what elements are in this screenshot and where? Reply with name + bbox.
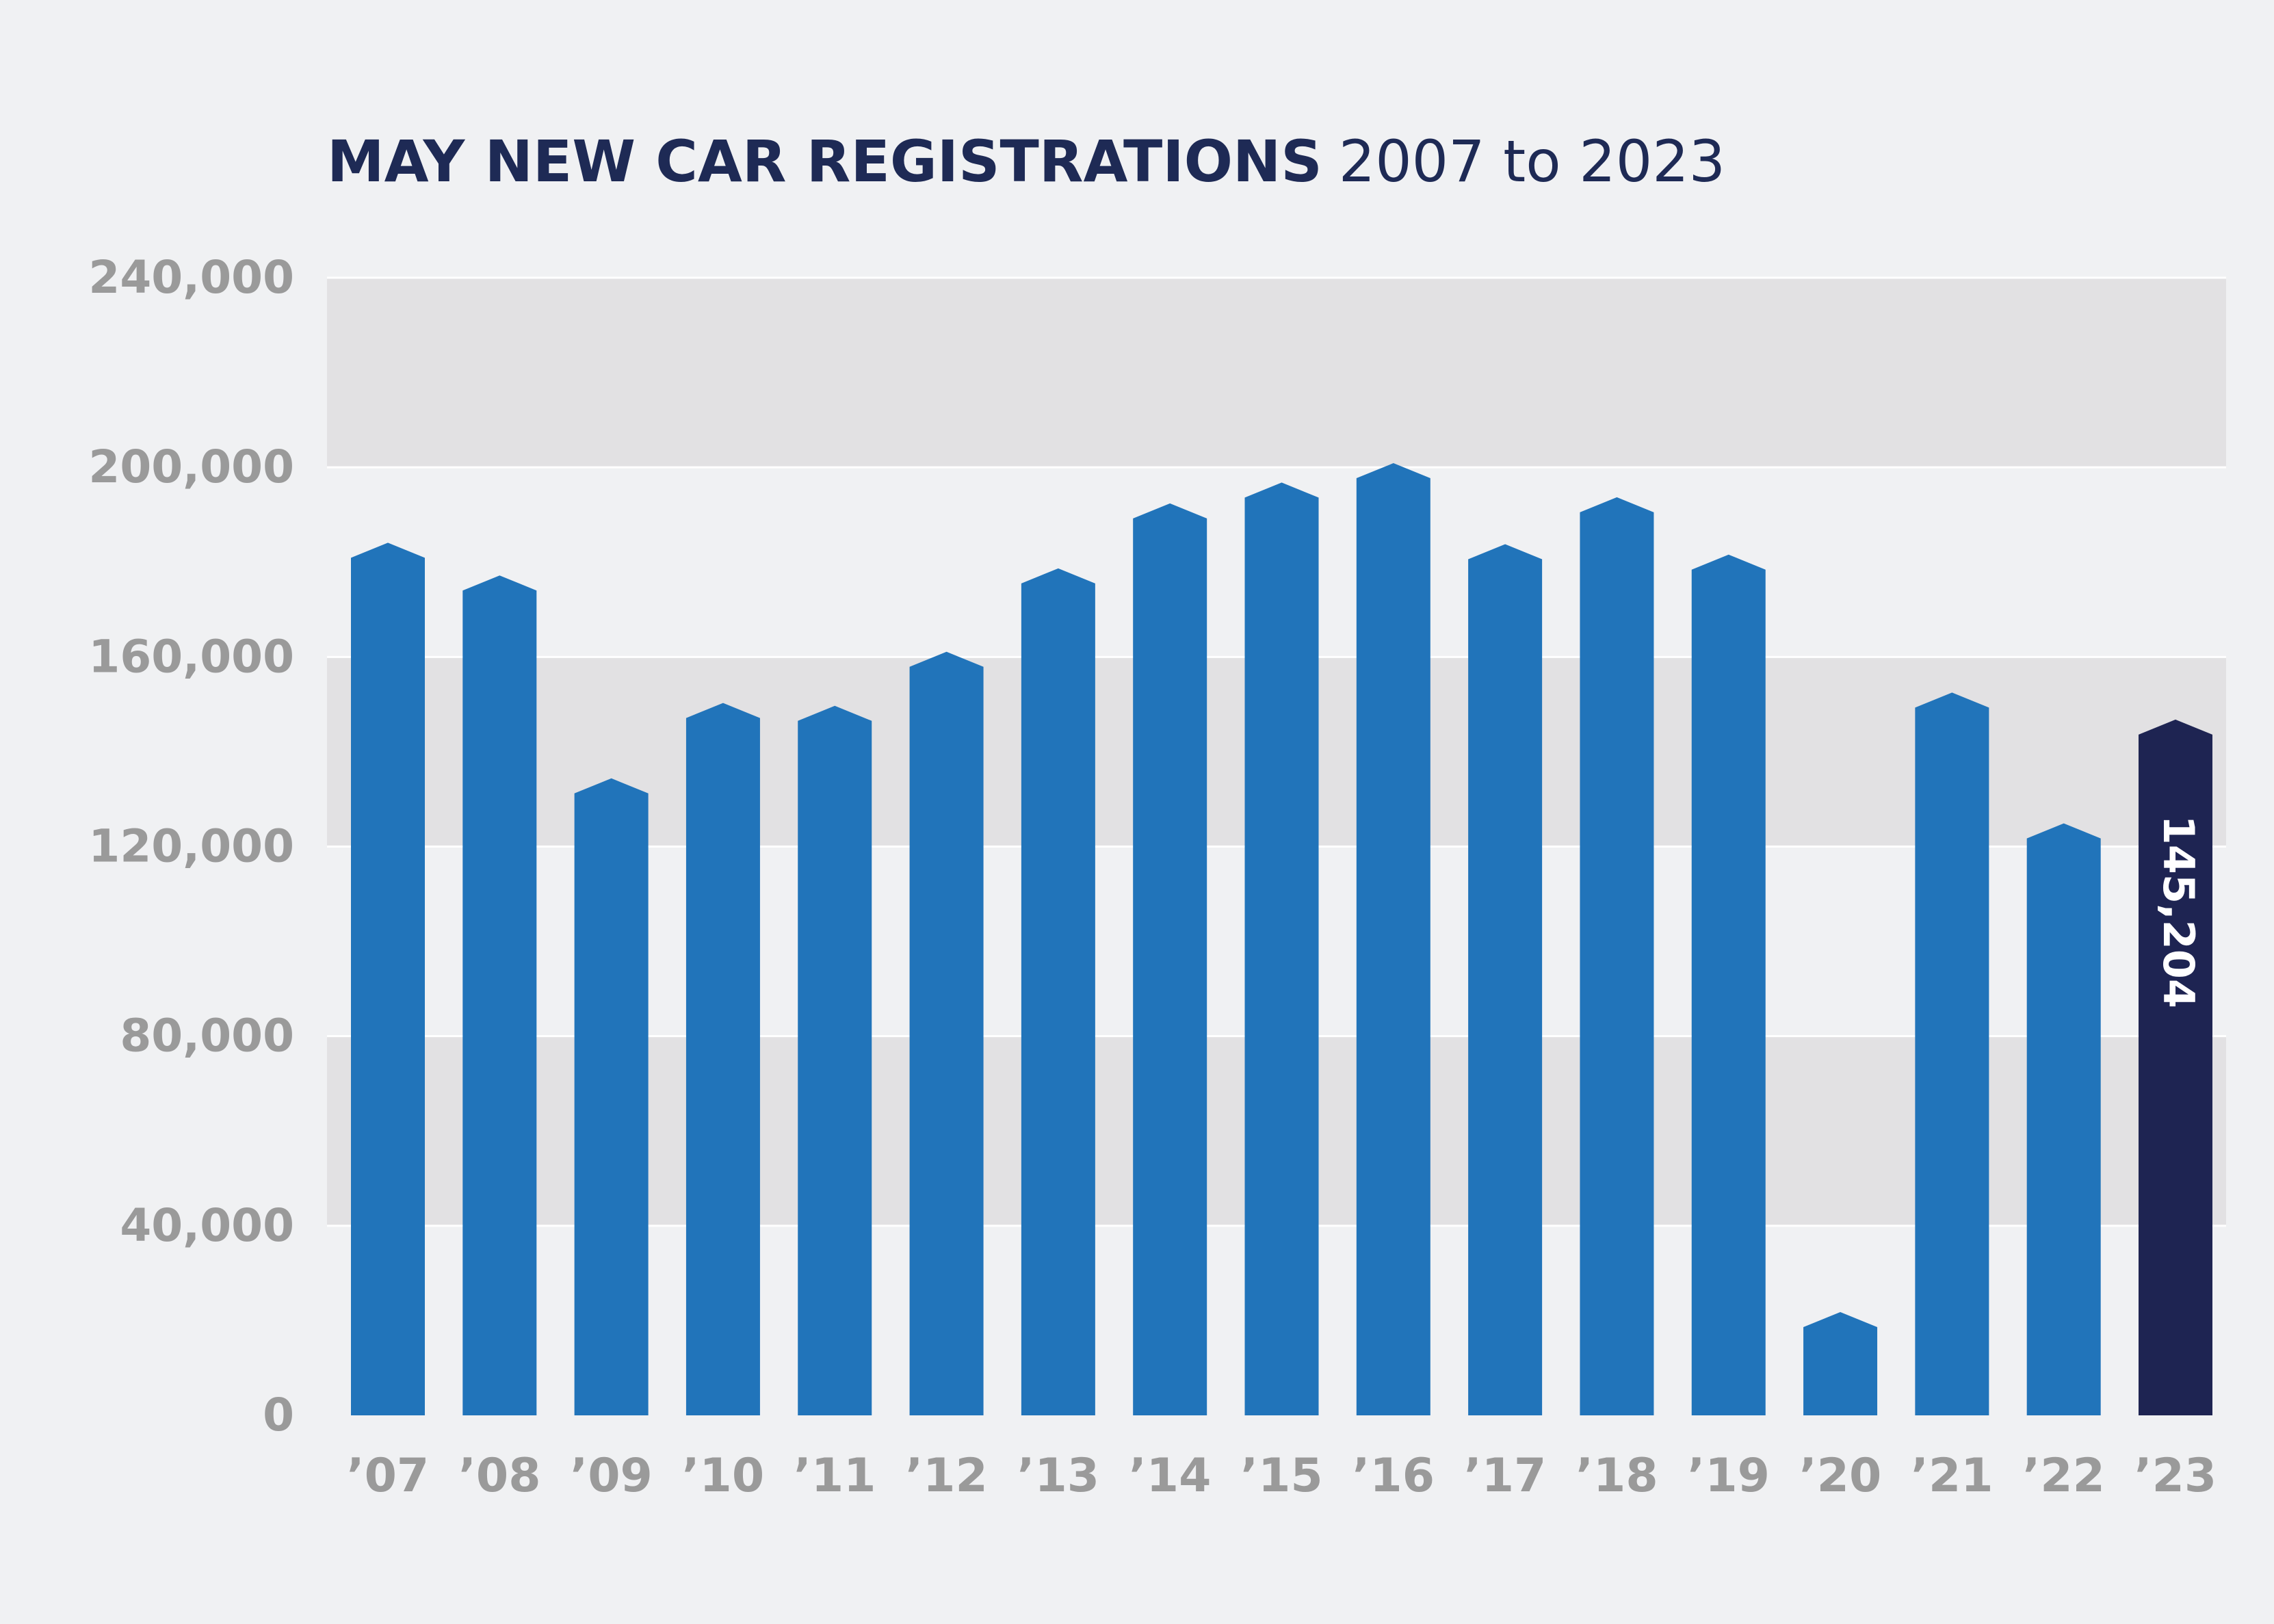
bar [1691,554,1766,1415]
bar [1244,482,1319,1415]
y-tick-label: 160,000 [88,630,294,683]
x-tick-label: ’22 [2022,1449,2104,1503]
x-tick-label: ’21 [1911,1449,1993,1503]
bar [909,651,984,1416]
x-tick-label: ’11 [794,1449,876,1503]
bar [2026,823,2101,1415]
bar [574,778,649,1415]
bar [685,703,760,1415]
x-tick-label: ’08 [458,1449,540,1503]
chart-title-main: MAY NEW CAR REGISTRATIONS [327,128,1322,195]
y-tick-label: 200,000 [88,441,294,493]
bar [1915,692,1989,1416]
x-tick-label: ’17 [1464,1449,1546,1503]
y-tick-label: 240,000 [88,251,294,304]
bar [1803,1312,1878,1415]
x-tick-label: ’07 [347,1449,429,1503]
bar-highlight [2139,719,2212,1415]
x-tick-label: ’19 [1688,1449,1770,1503]
y-tick-label: 0 [263,1389,294,1441]
x-tick-label: ’15 [1240,1449,1322,1503]
bar [1021,568,1095,1415]
y-tick-label: 120,000 [88,820,294,873]
grid-band [327,278,2226,468]
bar [798,705,872,1415]
x-tick-label: ’14 [1129,1449,1211,1503]
bar [1356,463,1430,1415]
chart-title: MAY NEW CAR REGISTRATIONS 2007 to 2023 [327,127,1725,196]
y-tick-label: 40,000 [120,1199,294,1252]
highlight-value-label: 145,204 [2154,815,2204,1008]
bar [1468,544,1543,1415]
x-tick-label: ’16 [1352,1449,1435,1503]
x-tick-label: ’18 [1576,1449,1658,1503]
bar [351,542,425,1416]
x-tick-label: ’09 [570,1449,652,1503]
bar [1133,503,1207,1415]
x-tick-label: ’10 [682,1449,764,1503]
bar [462,575,537,1416]
x-tick-label: ’12 [905,1449,987,1503]
x-tick-label: ’23 [2134,1449,2217,1503]
x-tick-label: ’13 [1017,1449,1099,1503]
chart-title-range: 2007 to 2023 [1338,128,1726,195]
x-tick-label: ’20 [1799,1449,1881,1503]
bar [1580,497,1654,1415]
y-tick-label: 80,000 [120,1010,294,1062]
